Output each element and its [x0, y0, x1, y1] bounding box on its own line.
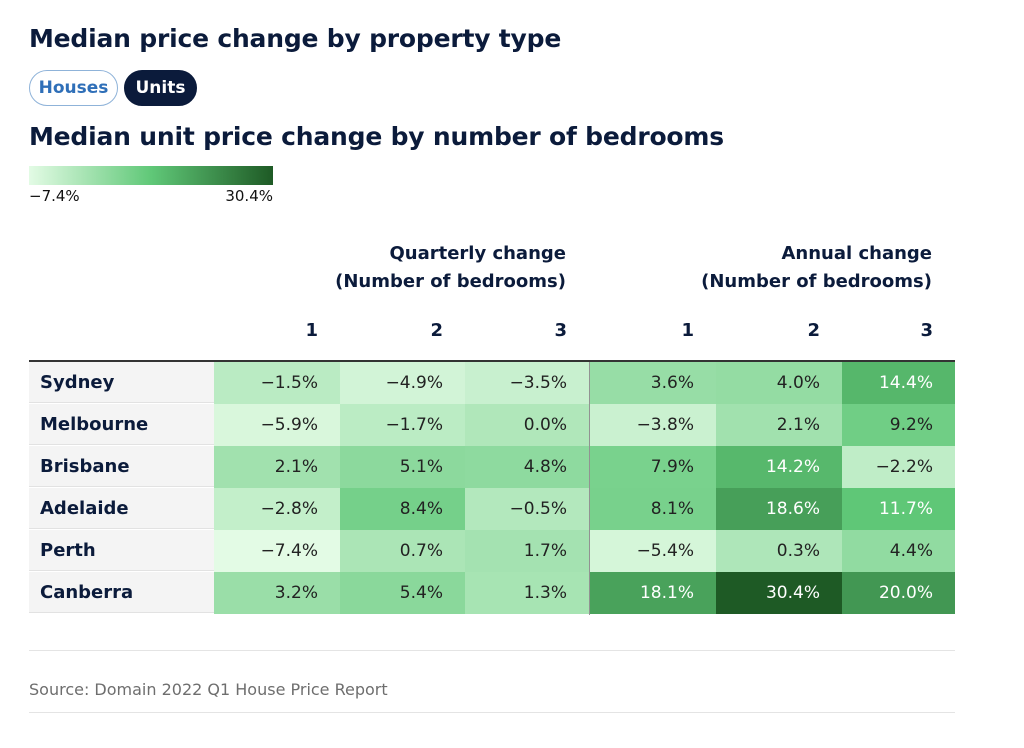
column-header: 1: [681, 320, 694, 341]
group-divider: [589, 362, 590, 615]
table-row: Canberra 3.2% 5.4% 1.3% 18.1% 30.4% 20.0%: [29, 572, 955, 614]
footer-rule-bottom: [29, 712, 955, 713]
heatmap-cell: 20.0%: [842, 572, 955, 614]
header-divider: [29, 360, 955, 362]
chart-subtitle: Median unit price change by number of be…: [29, 122, 724, 151]
table-row: Sydney −1.5% −4.9% −3.5% 3.6% 4.0% 14.4%: [29, 362, 955, 404]
column-header: 2: [807, 320, 820, 341]
legend-min-label: −7.4%: [29, 187, 80, 205]
heatmap-cell: −5.4%: [590, 530, 716, 572]
heatmap-cell: 18.6%: [716, 488, 842, 530]
heatmap-cell: 1.7%: [465, 530, 589, 572]
heatmap-cell: 2.1%: [716, 404, 842, 446]
quarterly-header-line1: Quarterly change: [389, 243, 566, 264]
heatmap-cell: −4.9%: [340, 362, 465, 404]
quarterly-change-header: Quarterly change (Number of bedrooms): [300, 240, 566, 296]
heatmap-cell: 0.3%: [716, 530, 842, 572]
heatmap-cell: −5.9%: [214, 404, 340, 446]
heatmap-cell: 8.1%: [590, 488, 716, 530]
heatmap-cell: 3.6%: [590, 362, 716, 404]
row-label: Sydney: [29, 362, 214, 403]
source-note: Source: Domain 2022 Q1 House Price Repor…: [29, 680, 388, 699]
column-header: 1: [305, 320, 318, 341]
column-header: 3: [554, 320, 567, 341]
heatmap-cell: 14.4%: [842, 362, 955, 404]
heatmap-cell: 4.8%: [465, 446, 589, 488]
heatmap-cell: −2.8%: [214, 488, 340, 530]
heatmap-cell: −0.5%: [465, 488, 589, 530]
table-row: Brisbane 2.1% 5.1% 4.8% 7.9% 14.2% −2.2%: [29, 446, 955, 488]
heatmap-cell: 0.0%: [465, 404, 589, 446]
annual-change-header: Annual change (Number of bedrooms): [680, 240, 932, 296]
heatmap-cell: 5.4%: [340, 572, 465, 614]
houses-toggle-button[interactable]: Houses: [29, 70, 118, 106]
heatmap-cell: 4.4%: [842, 530, 955, 572]
table-row: Melbourne −5.9% −1.7% 0.0% −3.8% 2.1% 9.2%: [29, 404, 955, 446]
heatmap-cell: 14.2%: [716, 446, 842, 488]
heatmap-cell: 0.7%: [340, 530, 465, 572]
heatmap-cell: 9.2%: [842, 404, 955, 446]
heatmap-cell: −1.7%: [340, 404, 465, 446]
quarterly-header-line2: (Number of bedrooms): [335, 271, 566, 292]
chart-title: Median price change by property type: [29, 24, 562, 53]
heatmap-cell: 5.1%: [340, 446, 465, 488]
heatmap-cell: 1.3%: [465, 572, 589, 614]
footer-rule-top: [29, 650, 955, 651]
row-label: Perth: [29, 530, 214, 571]
heatmap-cell: −3.8%: [590, 404, 716, 446]
heatmap-cell: −7.4%: [214, 530, 340, 572]
column-header: 3: [920, 320, 933, 341]
table-row: Adelaide −2.8% 8.4% −0.5% 8.1% 18.6% 11.7%: [29, 488, 955, 530]
heatmap-cell: 7.9%: [590, 446, 716, 488]
heatmap-cell: 30.4%: [716, 572, 842, 614]
heatmap-cell: 18.1%: [590, 572, 716, 614]
heatmap-cell: 2.1%: [214, 446, 340, 488]
row-label: Melbourne: [29, 404, 214, 445]
heatmap-cell: −1.5%: [214, 362, 340, 404]
table-row: Perth −7.4% 0.7% 1.7% −5.4% 0.3% 4.4%: [29, 530, 955, 572]
units-toggle-button[interactable]: Units: [124, 70, 197, 106]
heatmap-cell: 3.2%: [214, 572, 340, 614]
row-label: Canberra: [29, 572, 214, 613]
heatmap-cell: 4.0%: [716, 362, 842, 404]
heatmap-cell: −2.2%: [842, 446, 955, 488]
heatmap-cell: 11.7%: [842, 488, 955, 530]
annual-header-line2: (Number of bedrooms): [701, 271, 932, 292]
heatmap-cell: −3.5%: [465, 362, 589, 404]
heatmap-cell: 8.4%: [340, 488, 465, 530]
legend-max-label: 30.4%: [225, 187, 273, 205]
color-scale-legend: [29, 166, 273, 185]
column-header: 2: [430, 320, 443, 341]
row-label: Brisbane: [29, 446, 214, 487]
annual-header-line1: Annual change: [781, 243, 933, 264]
row-label: Adelaide: [29, 488, 214, 529]
